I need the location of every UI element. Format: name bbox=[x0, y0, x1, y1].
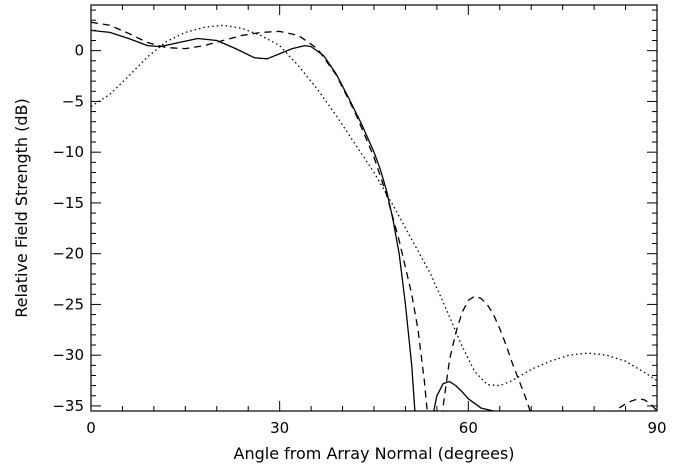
x-tick-label: 30 bbox=[270, 419, 289, 437]
x-tick-label: 0 bbox=[86, 419, 96, 437]
y-tick-label: −20 bbox=[52, 245, 84, 263]
plot-frame bbox=[90, 4, 658, 412]
series-dashed-line bbox=[91, 21, 657, 411]
y-tick-label: −25 bbox=[52, 295, 84, 313]
series-solid-line bbox=[91, 29, 496, 411]
series-group bbox=[91, 21, 657, 411]
x-tick-label: 60 bbox=[459, 419, 478, 437]
y-tick-label: −30 bbox=[52, 346, 84, 364]
axis-ticks bbox=[90, 5, 658, 411]
y-tick-label: −35 bbox=[52, 397, 84, 415]
y-axis-label: Relative Field Strength (dB) bbox=[12, 98, 31, 318]
y-tick-label: −5 bbox=[62, 92, 84, 110]
axis-tick-labels: 0 30 60 90 0 −5 −10 −15 −20 −25 −30 −35 bbox=[52, 42, 666, 437]
y-tick-label: −15 bbox=[52, 194, 84, 212]
y-tick-label: −10 bbox=[52, 143, 84, 161]
x-tick-label: 90 bbox=[647, 419, 666, 437]
x-axis-label: Angle from Array Normal (degrees) bbox=[234, 444, 515, 463]
y-tick-label: 0 bbox=[74, 42, 84, 60]
series-dotted-line bbox=[91, 24, 657, 387]
